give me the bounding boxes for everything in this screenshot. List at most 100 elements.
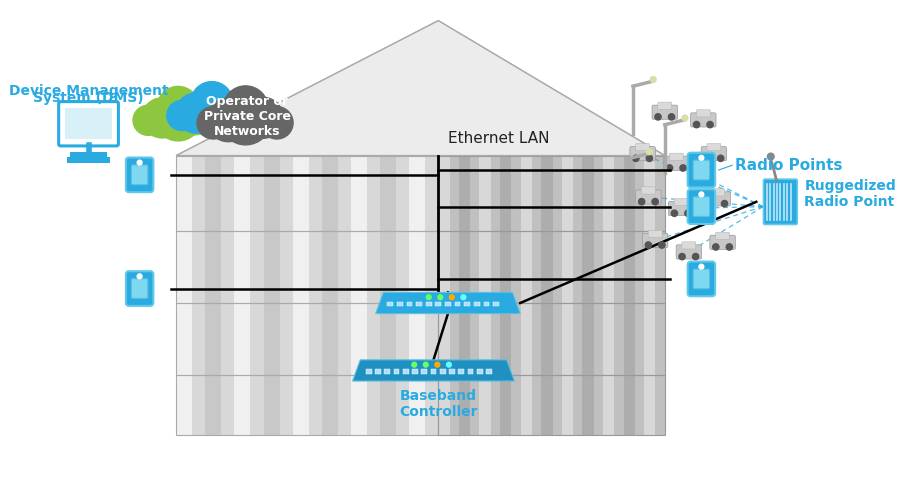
Polygon shape (264, 230, 280, 303)
Polygon shape (176, 303, 438, 376)
Polygon shape (603, 230, 615, 303)
Polygon shape (603, 376, 615, 435)
Polygon shape (205, 156, 222, 230)
Polygon shape (541, 376, 553, 435)
Polygon shape (479, 156, 491, 230)
Polygon shape (562, 156, 573, 230)
Circle shape (699, 192, 703, 197)
Circle shape (652, 198, 658, 205)
Circle shape (646, 149, 653, 154)
Polygon shape (521, 230, 532, 303)
Circle shape (722, 200, 727, 207)
Polygon shape (644, 230, 655, 303)
FancyBboxPatch shape (711, 189, 725, 196)
Polygon shape (409, 230, 426, 303)
Polygon shape (234, 156, 250, 230)
Polygon shape (380, 376, 396, 435)
Circle shape (668, 114, 675, 120)
Bar (67, 158, 110, 164)
Polygon shape (409, 376, 426, 435)
Bar (402, 369, 409, 374)
Polygon shape (351, 303, 367, 376)
Polygon shape (582, 230, 593, 303)
Polygon shape (176, 376, 438, 435)
Polygon shape (582, 376, 593, 435)
Bar (426, 302, 432, 306)
Circle shape (450, 295, 454, 300)
FancyBboxPatch shape (629, 146, 655, 160)
Polygon shape (205, 303, 222, 376)
Circle shape (426, 295, 431, 300)
Polygon shape (438, 230, 665, 303)
Polygon shape (376, 292, 521, 314)
Bar (412, 369, 418, 374)
Circle shape (133, 106, 163, 136)
FancyBboxPatch shape (59, 102, 118, 146)
Polygon shape (459, 303, 470, 376)
FancyBboxPatch shape (641, 187, 655, 194)
Polygon shape (409, 156, 426, 230)
FancyBboxPatch shape (696, 110, 711, 117)
FancyBboxPatch shape (693, 269, 710, 288)
Circle shape (220, 93, 271, 145)
Circle shape (223, 86, 269, 131)
Polygon shape (380, 156, 396, 230)
Polygon shape (479, 376, 491, 435)
Polygon shape (459, 156, 470, 230)
FancyBboxPatch shape (126, 271, 153, 306)
Polygon shape (409, 303, 426, 376)
Polygon shape (322, 156, 338, 230)
Polygon shape (293, 303, 308, 376)
Circle shape (438, 295, 443, 300)
Text: Ruggedized
Radio Point: Ruggedized Radio Point (805, 179, 896, 209)
Bar (436, 302, 441, 306)
Polygon shape (603, 156, 615, 230)
Polygon shape (624, 303, 635, 376)
Bar (455, 302, 461, 306)
FancyBboxPatch shape (710, 235, 736, 250)
FancyBboxPatch shape (690, 113, 716, 127)
FancyBboxPatch shape (715, 232, 729, 239)
Circle shape (767, 153, 774, 160)
Polygon shape (459, 376, 470, 435)
Polygon shape (322, 230, 338, 303)
Circle shape (707, 122, 713, 128)
Polygon shape (582, 156, 593, 230)
FancyBboxPatch shape (705, 192, 730, 206)
FancyBboxPatch shape (688, 262, 715, 296)
Circle shape (646, 155, 653, 162)
FancyBboxPatch shape (131, 278, 148, 298)
Circle shape (142, 98, 182, 138)
Polygon shape (500, 376, 511, 435)
Polygon shape (176, 20, 665, 156)
Circle shape (708, 200, 714, 207)
FancyBboxPatch shape (642, 234, 668, 247)
Polygon shape (293, 376, 308, 435)
Bar (416, 302, 422, 306)
Text: Radio Points: Radio Points (735, 158, 843, 172)
Polygon shape (234, 230, 250, 303)
Polygon shape (541, 156, 553, 230)
Circle shape (154, 93, 202, 141)
Polygon shape (322, 376, 338, 435)
Circle shape (645, 242, 652, 248)
Circle shape (659, 242, 665, 248)
Circle shape (699, 156, 703, 160)
Polygon shape (176, 156, 192, 230)
Circle shape (671, 210, 677, 216)
Circle shape (412, 362, 416, 367)
Circle shape (692, 254, 699, 260)
Polygon shape (293, 156, 308, 230)
Polygon shape (582, 303, 593, 376)
Polygon shape (205, 376, 222, 435)
FancyBboxPatch shape (652, 105, 677, 120)
Polygon shape (293, 230, 308, 303)
Polygon shape (353, 360, 514, 381)
Circle shape (226, 100, 256, 130)
Polygon shape (500, 230, 511, 303)
Polygon shape (351, 376, 367, 435)
Polygon shape (176, 20, 665, 156)
Polygon shape (176, 376, 192, 435)
Circle shape (207, 98, 250, 142)
Polygon shape (234, 303, 250, 376)
